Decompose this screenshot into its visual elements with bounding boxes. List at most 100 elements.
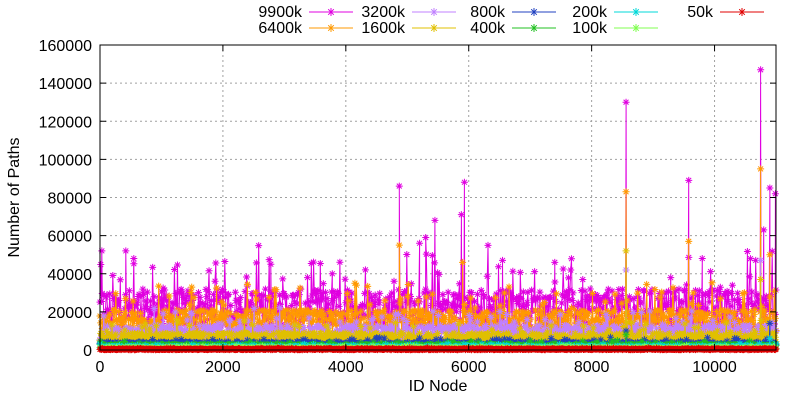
data-point [384, 295, 392, 303]
data-point [652, 314, 660, 322]
data-point [214, 320, 222, 328]
data-point [201, 314, 209, 322]
data-point [411, 307, 419, 315]
data-point [480, 313, 488, 321]
data-point [181, 333, 189, 341]
data-point [153, 300, 161, 308]
data-point [273, 314, 281, 322]
data-point [497, 287, 505, 295]
data-point [177, 320, 185, 328]
data-point [707, 316, 715, 324]
data-point [324, 324, 332, 332]
data-point [414, 297, 422, 305]
data-point [346, 322, 354, 330]
data-point [289, 307, 297, 315]
data-point [748, 288, 756, 296]
data-point [663, 301, 671, 309]
data-point [148, 310, 156, 318]
data-point [196, 329, 204, 337]
data-point [310, 258, 318, 266]
data-point [106, 290, 114, 298]
data-point [479, 336, 487, 344]
data-point [596, 316, 604, 324]
data-point [143, 288, 151, 296]
data-point [523, 298, 531, 306]
data-point [645, 327, 653, 335]
data-point [615, 286, 623, 294]
data-point [342, 299, 350, 307]
data-point [190, 327, 198, 335]
data-point [253, 310, 261, 318]
data-point [595, 306, 603, 314]
data-point [412, 329, 420, 337]
data-point [295, 311, 303, 319]
data-point [122, 247, 130, 255]
data-point [667, 274, 675, 282]
data-point [216, 324, 224, 332]
data-point [648, 322, 656, 330]
data-point [771, 333, 779, 341]
data-point [590, 293, 598, 301]
data-point [261, 285, 269, 293]
data-point [701, 314, 709, 322]
data-point [197, 307, 205, 315]
data-point [691, 324, 699, 332]
data-point [570, 306, 578, 314]
data-point [283, 331, 291, 339]
data-point [341, 329, 349, 337]
data-point [633, 320, 641, 328]
data-point [564, 274, 572, 282]
data-point [270, 329, 278, 337]
data-point [619, 285, 627, 293]
data-point [314, 286, 322, 294]
data-point [374, 296, 382, 304]
data-point [105, 330, 113, 338]
data-point [398, 290, 406, 298]
data-point [213, 284, 221, 292]
data-point [455, 320, 463, 328]
data-point [370, 301, 378, 309]
data-point [320, 336, 328, 344]
data-point [231, 288, 239, 296]
data-point [601, 298, 609, 306]
data-point [131, 330, 139, 338]
data-point [764, 305, 772, 313]
data-point [378, 313, 386, 321]
data-point [172, 336, 180, 344]
data-point [767, 290, 775, 298]
data-point [528, 329, 536, 337]
data-point [182, 295, 190, 303]
data-point [692, 326, 700, 334]
data-point [623, 297, 631, 305]
data-point [176, 330, 184, 338]
data-point [377, 329, 385, 337]
data-point [369, 315, 377, 323]
data-point [249, 311, 257, 319]
data-point [484, 241, 492, 249]
data-point [279, 314, 287, 322]
data-point [608, 287, 616, 295]
data-point [683, 336, 691, 344]
data-point [592, 308, 600, 316]
data-point [589, 289, 597, 297]
data-point [625, 293, 633, 301]
data-point [348, 289, 356, 297]
data-point [226, 309, 234, 317]
data-point [677, 326, 685, 334]
data-point [685, 237, 693, 245]
data-point [470, 298, 478, 306]
data-point [180, 299, 188, 307]
data-point [746, 326, 754, 334]
data-point [235, 298, 243, 306]
data-point [770, 322, 778, 330]
data-point [761, 296, 769, 304]
data-point [436, 303, 444, 311]
data-point [322, 330, 330, 338]
data-point [389, 324, 397, 332]
data-point [119, 323, 127, 331]
data-point [563, 289, 571, 297]
data-point [705, 322, 713, 330]
data-point [701, 290, 709, 298]
data-point [610, 306, 618, 314]
